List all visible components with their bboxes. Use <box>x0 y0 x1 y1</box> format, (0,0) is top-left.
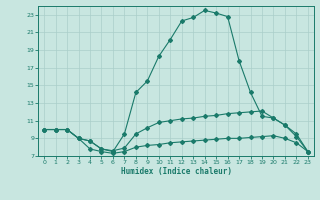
X-axis label: Humidex (Indice chaleur): Humidex (Indice chaleur) <box>121 167 231 176</box>
